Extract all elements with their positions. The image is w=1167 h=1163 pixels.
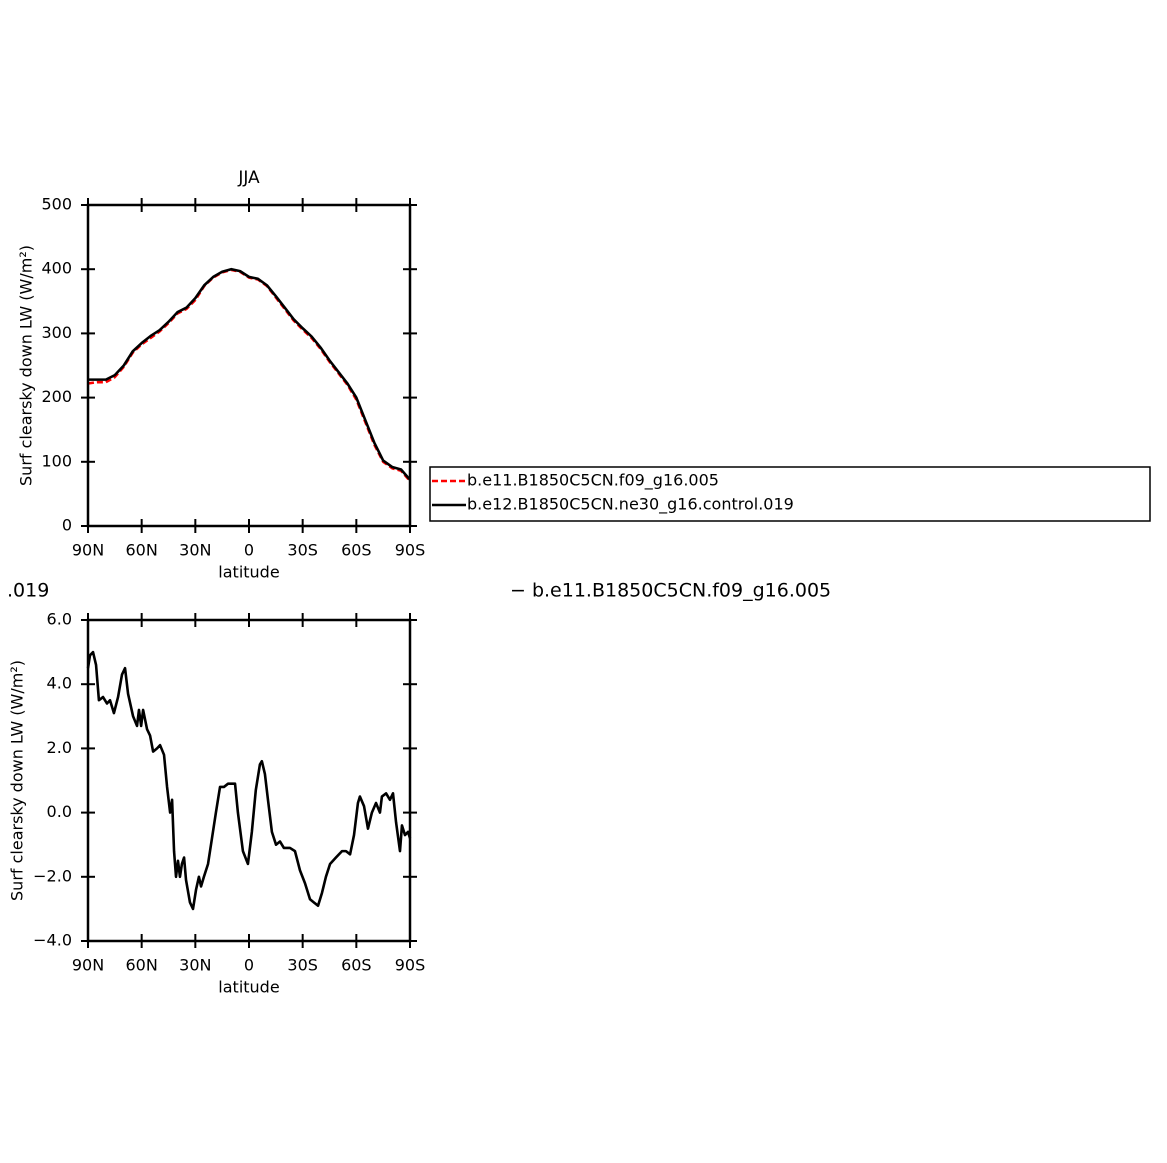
y-tick-label: 100	[41, 451, 72, 470]
x-axis-label: latitude	[218, 563, 279, 582]
y-tick-label: 4.0	[47, 674, 72, 693]
legend-box	[429, 466, 1151, 522]
y-tick-label: 500	[41, 195, 72, 214]
y-tick-label: 400	[41, 259, 72, 278]
y-tick-label: −4.0	[33, 931, 72, 950]
y-tick-label: 2.0	[47, 738, 72, 757]
x-tick-label: 0	[244, 956, 254, 975]
x-tick-label: 90S	[395, 541, 426, 560]
plot-frame	[86, 618, 412, 943]
x-tick-label: 90N	[72, 956, 104, 975]
x-tick-label: 60S	[341, 956, 372, 975]
chart-title: JJA	[237, 168, 260, 188]
y-tick-label: 0	[62, 516, 72, 535]
legend-label: b.e11.B1850C5CN.f09_g16.005	[467, 471, 719, 491]
x-tick-label: 60N	[126, 956, 158, 975]
x-tick-label: 90S	[395, 956, 426, 975]
x-tick-label: 30N	[179, 956, 211, 975]
y-tick-label: 6.0	[47, 610, 72, 629]
annotation: .019	[7, 580, 49, 602]
y-tick-label: 200	[41, 387, 72, 406]
series-line	[87, 268, 411, 482]
x-tick-label: 30S	[287, 956, 318, 975]
annotation: − b.e11.B1850C5CN.f09_g16.005	[510, 580, 831, 602]
x-tick-label: 0	[244, 541, 254, 560]
y-axis-label: Surf clearsky down LW (W/m²)	[8, 660, 27, 901]
x-tick-label: 30S	[287, 541, 318, 560]
x-tick-label: 90N	[72, 541, 104, 560]
x-tick-label: 60S	[341, 541, 372, 560]
y-tick-label: 300	[41, 323, 72, 342]
series-line	[88, 267, 411, 481]
series-line	[86, 650, 412, 911]
y-axis-label: Surf clearsky down LW (W/m²)	[17, 245, 36, 486]
x-tick-label: 60N	[126, 541, 158, 560]
x-axis-label: latitude	[218, 978, 279, 997]
y-tick-label: −2.0	[33, 866, 72, 885]
legend-label: b.e12.B1850C5CN.ne30_g16.control.019	[467, 495, 794, 515]
plot-frame	[86, 203, 412, 528]
x-tick-label: 30N	[179, 541, 211, 560]
y-tick-label: 0.0	[47, 802, 72, 821]
